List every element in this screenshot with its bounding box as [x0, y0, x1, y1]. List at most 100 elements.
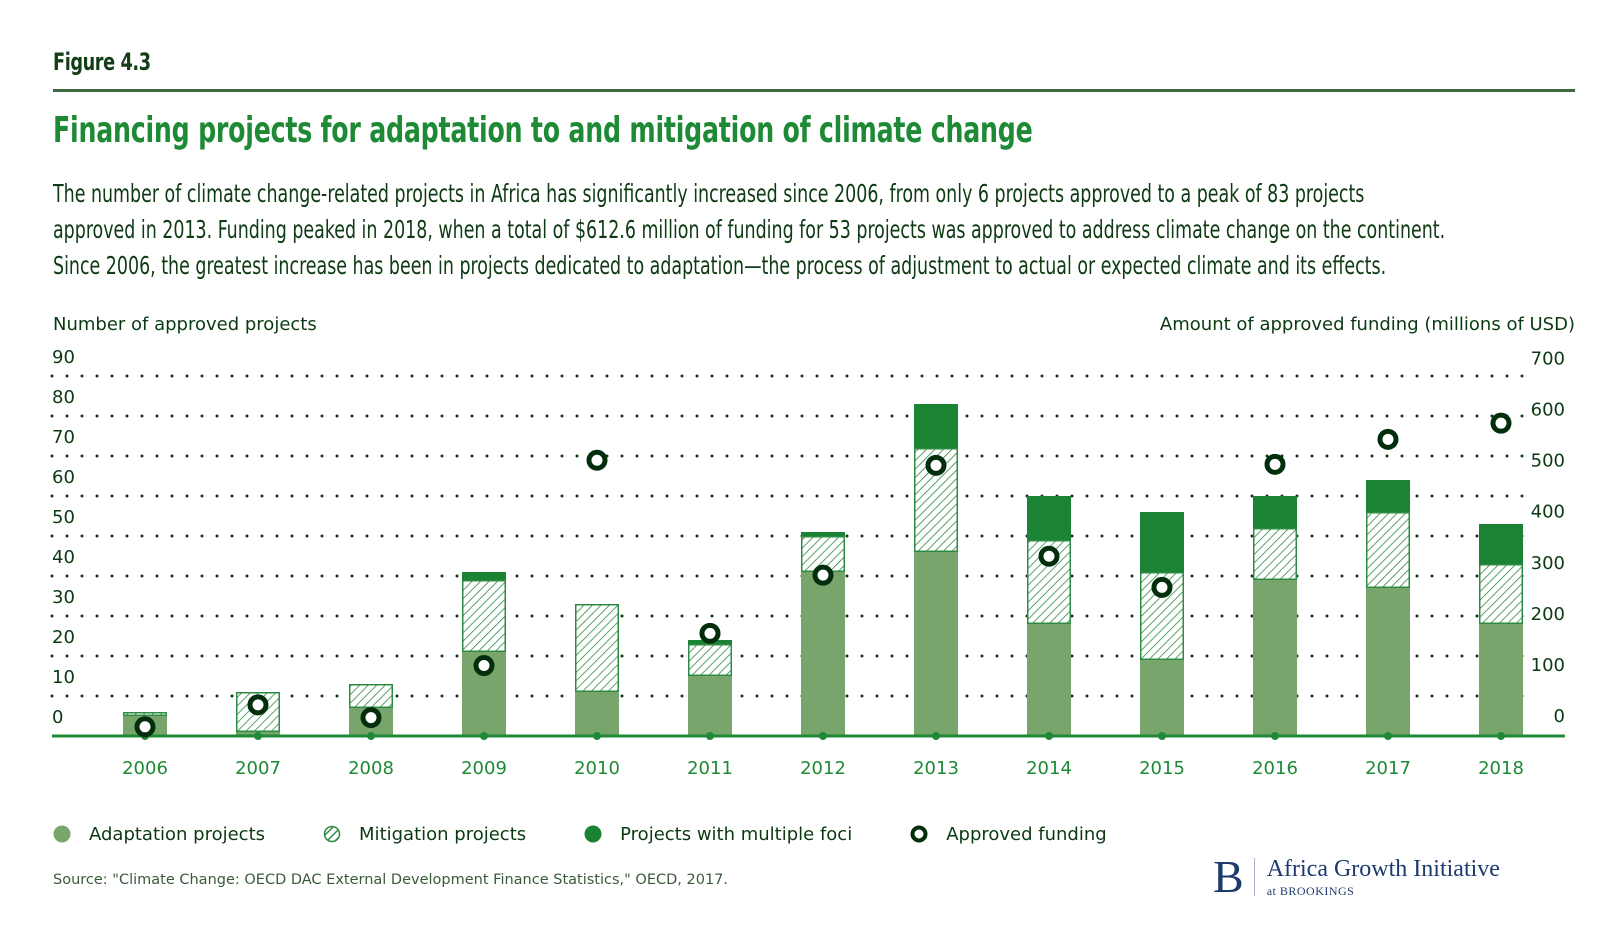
- mitigation-swatch-icon: [323, 825, 341, 843]
- x-tick-label: 2010: [574, 758, 620, 779]
- x-tick-dot: [367, 732, 375, 740]
- x-tick-dot: [1497, 732, 1505, 740]
- funding-point: [1490, 412, 1512, 434]
- bar-adaptation: [1479, 624, 1523, 736]
- bar-mitigation: [1479, 564, 1523, 624]
- funding-point: [134, 716, 156, 738]
- left-tick-label: 80: [52, 387, 75, 408]
- left-tick-label: 50: [52, 507, 75, 528]
- legend-label: Approved funding: [946, 823, 1107, 845]
- legend-item-adaptation: Adaptation projects: [53, 824, 265, 845]
- legend-item-mitigation: Mitigation projects: [323, 824, 526, 845]
- x-tick-dot: [706, 732, 714, 740]
- left-axis-title: Number of approved projects: [53, 314, 317, 335]
- right-tick-label: 500: [1531, 451, 1565, 472]
- funding-point: [247, 694, 269, 716]
- bar-mitigation: [123, 712, 167, 716]
- x-tick-label: 2007: [235, 758, 281, 779]
- bar-adaptation: [1140, 660, 1184, 736]
- bar-multiple-foci: [1366, 480, 1410, 512]
- figure-label: Figure 4.3: [53, 48, 151, 76]
- bar-adaptation: [1253, 580, 1297, 736]
- bar-mitigation: [349, 684, 393, 708]
- funding-point: [925, 454, 947, 476]
- left-tick-label: 20: [52, 627, 75, 648]
- right-tick-label: 700: [1531, 349, 1565, 370]
- header-divider: [53, 89, 1575, 92]
- bar-mitigation: [462, 580, 506, 652]
- x-tick-label: 2009: [461, 758, 507, 779]
- left-tick-label: 10: [52, 667, 75, 688]
- bar-multiple-foci: [1140, 512, 1184, 572]
- logo-letter: B: [1213, 851, 1244, 902]
- x-tick-label: 2018: [1478, 758, 1524, 779]
- left-tick-label: 30: [52, 587, 75, 608]
- description-line: approved in 2013. Funding peaked in 2018…: [53, 215, 1446, 244]
- right-axis-ticks: 0 100 200 300 400 500 600 700: [1531, 349, 1565, 727]
- x-tick-label: 2017: [1365, 758, 1411, 779]
- chart-plot: 0 10 20 30 40 50 60 70 80 90 0 100 200 300 400 500 600 7…: [50, 347, 1565, 779]
- bar-multiple-foci: [801, 532, 845, 536]
- legend-label: Adaptation projects: [89, 823, 266, 845]
- description-line: The number of climate change-related pro…: [53, 179, 1365, 208]
- bar-adaptation: [1027, 624, 1071, 736]
- left-axis-ticks: 0 10 20 30 40 50 60 70 80 90: [52, 347, 75, 728]
- x-tick-dot: [932, 732, 940, 740]
- bars: [123, 404, 1523, 736]
- x-tick-label: 2012: [800, 758, 846, 779]
- funding-point: [586, 449, 608, 471]
- funding-point: [473, 655, 495, 677]
- funding-point: [1377, 428, 1399, 450]
- legend-label: Projects with multiple foci: [620, 823, 853, 845]
- right-tick-label: 100: [1531, 655, 1565, 676]
- left-tick-label: 0: [52, 707, 63, 728]
- chart-title: Financing projects for adaptation to and…: [53, 110, 1033, 151]
- logo-name: Africa Growth Initiative: [1266, 855, 1500, 882]
- x-tick-label: 2015: [1139, 758, 1185, 779]
- funding-point: [1264, 453, 1286, 475]
- bar-multiple-foci: [1027, 496, 1071, 540]
- legend-label: Mitigation projects: [359, 823, 527, 845]
- x-tick-dot: [480, 732, 488, 740]
- bar-adaptation: [801, 572, 845, 736]
- x-axis-tick-dots: [141, 732, 1505, 740]
- right-tick-label: 400: [1531, 502, 1565, 523]
- gridlines: [50, 374, 1532, 698]
- logo-divider: [1253, 858, 1255, 896]
- description-line: Since 2006, the greatest increase has be…: [53, 251, 1387, 280]
- left-tick-label: 90: [52, 347, 75, 368]
- left-tick-label: 60: [52, 467, 75, 488]
- bar-multiple-foci: [914, 404, 958, 448]
- legend-item-multiple-foci: Projects with multiple foci: [584, 824, 852, 845]
- x-axis-labels: 2006 2007 2008 2009 2010 2011 2012 2013 2014 2015…: [122, 758, 1524, 779]
- bar-adaptation: [1366, 588, 1410, 736]
- right-axis-title: Amount of approved funding (millions of …: [1159, 314, 1575, 335]
- left-tick-label: 70: [52, 427, 75, 448]
- left-tick-label: 40: [52, 547, 75, 568]
- source-note: Source: "Climate Change: OECD DAC Extern…: [53, 872, 729, 888]
- right-tick-label: 200: [1531, 604, 1565, 625]
- x-tick-dot: [1271, 732, 1279, 740]
- bar-multiple-foci: [1253, 496, 1297, 528]
- x-tick-dot: [1045, 732, 1053, 740]
- x-tick-label: 2011: [687, 758, 733, 779]
- right-tick-label: 0: [1554, 706, 1565, 727]
- bar-mitigation: [1366, 512, 1410, 588]
- funding-point: [1151, 576, 1173, 598]
- logo-subtitle: at BROOKINGS: [1266, 883, 1355, 898]
- funding-point: [1038, 545, 1060, 567]
- x-tick-dot: [1158, 732, 1166, 740]
- funding-point: [360, 707, 382, 729]
- funding-point: [812, 564, 834, 586]
- bar-mitigation: [575, 604, 619, 692]
- legend: Adaptation projects Mitigation projects …: [53, 820, 1165, 848]
- bar-multiple-foci: [1479, 524, 1523, 564]
- chart-description: The number of climate change-related pro…: [53, 176, 1564, 284]
- bar-mitigation: [801, 536, 845, 572]
- bar-multiple-foci: [462, 572, 506, 580]
- x-tick-label: 2006: [122, 758, 168, 779]
- x-tick-label: 2016: [1252, 758, 1298, 779]
- funding-markers: [134, 412, 1512, 738]
- x-tick-label: 2013: [913, 758, 959, 779]
- funding-point: [699, 622, 721, 644]
